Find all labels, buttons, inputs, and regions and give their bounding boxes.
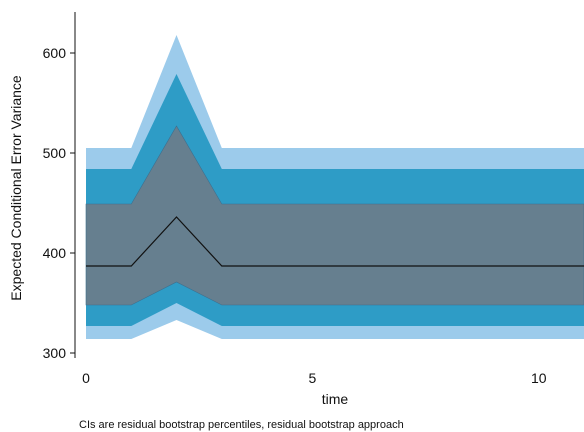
ci-bands — [85, 35, 584, 339]
y-tick-label: 600 — [43, 45, 67, 61]
ci-band-3 — [85, 125, 584, 306]
y-tick-label: 300 — [43, 345, 67, 361]
y-axis-label: Expected Conditional Error Variance — [8, 75, 24, 301]
x-ticks: 0 5 10 — [82, 370, 547, 386]
y-ticks: 300 400 500 600 — [43, 45, 75, 361]
chart-caption: CIs are residual bootstrap percentiles, … — [79, 419, 404, 431]
x-axis-label: time — [322, 391, 349, 407]
y-tick-label: 400 — [43, 245, 67, 261]
y-tick-label: 500 — [43, 145, 67, 161]
x-tick-label: 10 — [531, 370, 547, 386]
x-tick-label: 5 — [308, 370, 316, 386]
x-tick-label: 0 — [82, 370, 90, 386]
median-line-group — [86, 216, 584, 267]
median-line — [86, 216, 584, 267]
